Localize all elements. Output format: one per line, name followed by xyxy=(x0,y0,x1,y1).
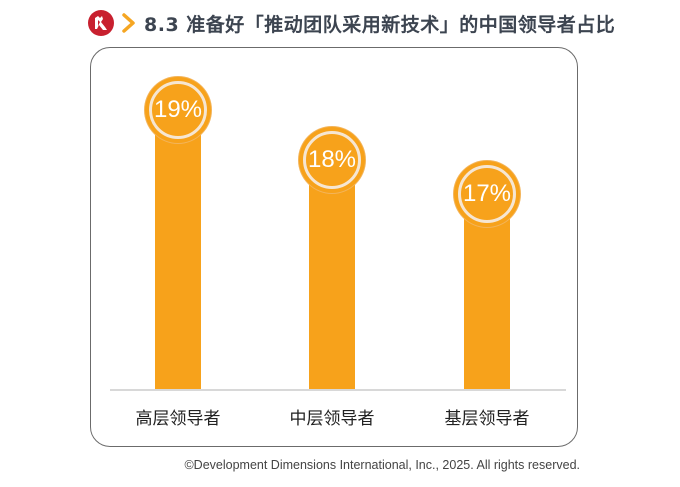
chart-title: 8.3 准备好「推动团队采用新技术」的中国领导者占比 xyxy=(144,13,616,36)
bubble-ring xyxy=(149,81,207,139)
copyright-footer: ©Development Dimensions International, I… xyxy=(184,458,580,472)
bar-senior-leaders xyxy=(155,110,201,389)
category-label: 基层领导者 xyxy=(444,409,530,429)
x-axis-baseline xyxy=(110,389,566,391)
value-label: 17% xyxy=(462,180,512,207)
bubble-ring xyxy=(458,165,516,223)
category-label: 高层领导者 xyxy=(135,409,221,429)
category-label: 中层领导者 xyxy=(289,409,375,429)
ddi-logo-icon xyxy=(88,10,114,36)
value-label: 18% xyxy=(307,146,357,173)
chart-header: 8.3 准备好「推动团队采用新技术」的中国领导者占比 xyxy=(88,8,615,38)
value-bubble-senior: 19% xyxy=(145,77,211,143)
value-bubble-frontline: 17% xyxy=(454,161,520,227)
value-label: 19% xyxy=(153,96,203,123)
chart-card xyxy=(90,47,578,447)
value-bubble-middle: 18% xyxy=(299,127,365,193)
bubble-ring xyxy=(303,131,361,189)
chevron-right-icon xyxy=(122,13,135,33)
bar-middle-leaders xyxy=(309,160,355,389)
